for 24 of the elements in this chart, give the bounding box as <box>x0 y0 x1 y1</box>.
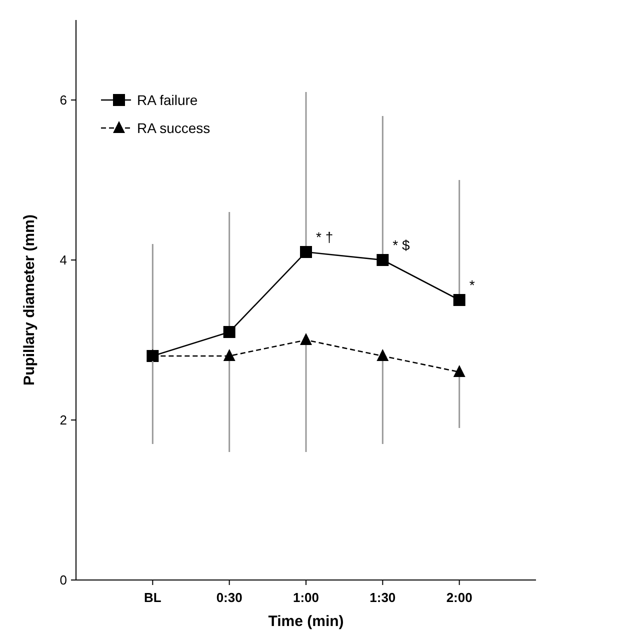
legend-label: RA failure <box>137 92 198 108</box>
y-axis-title: Pupillary diameter (mm) <box>21 214 38 386</box>
point <box>453 294 466 306</box>
point <box>300 246 312 258</box>
x-tick-label: 1:30 <box>370 590 396 605</box>
annotation: * † <box>316 229 334 245</box>
x-tick-label: 2:00 <box>446 590 472 605</box>
x-tick-label: 0:30 <box>216 590 242 605</box>
point <box>223 349 236 361</box>
annotation: * $ <box>392 237 410 253</box>
x-tick-label: BL <box>144 590 162 605</box>
point <box>376 254 389 266</box>
y-tick-label: 4 <box>60 252 67 268</box>
point <box>376 349 389 361</box>
legend-label: RA success <box>137 120 210 136</box>
x-tick-label: 1:00 <box>292 590 320 605</box>
point <box>223 326 236 338</box>
y-tick-label: 0 <box>60 572 67 588</box>
point <box>300 333 312 345</box>
y-tick-label: 6 <box>60 92 67 108</box>
annotation: * <box>469 277 476 293</box>
x-axis-title: Time (min) <box>268 613 344 630</box>
point <box>453 365 466 377</box>
y-tick-label: 2 <box>60 412 67 428</box>
